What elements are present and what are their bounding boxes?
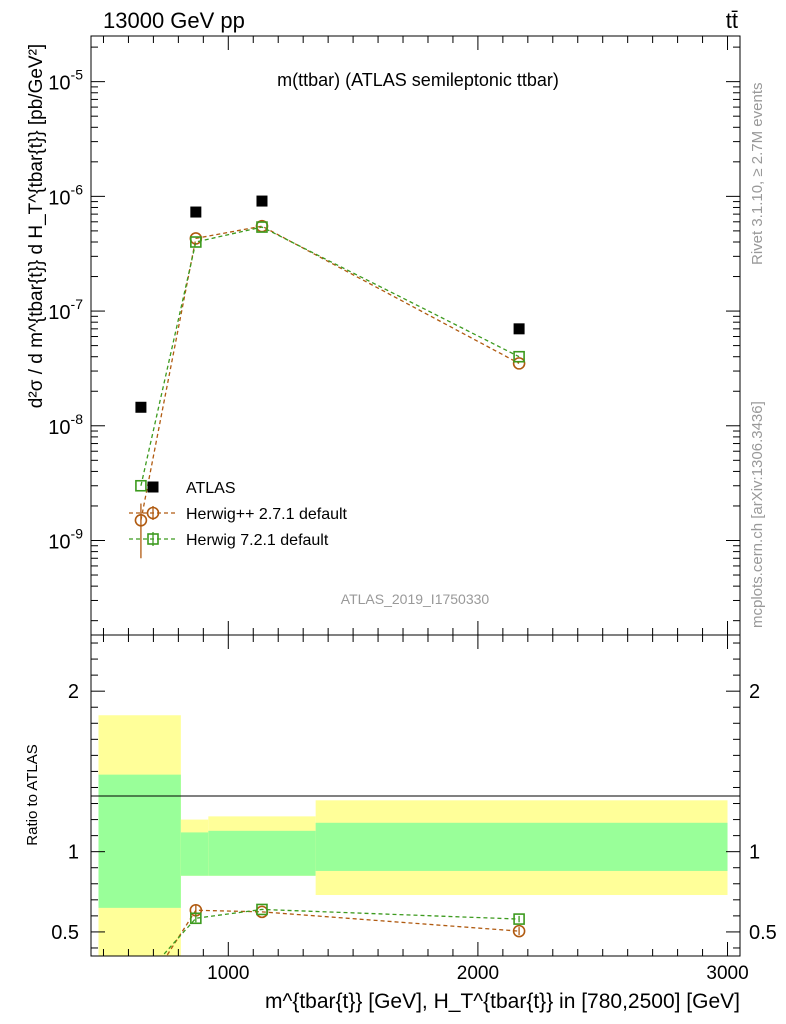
plot-title: m(ttbar) (ATLAS semileptonic ttbar) <box>277 70 559 90</box>
main-y-axis-label: d²σ / d m^{tbar{t}} d H_T^{tbar{t}} [pb/… <box>26 44 47 408</box>
atlas-point <box>190 206 202 218</box>
uncertainty-band-green <box>180 832 209 876</box>
herwig-2-7-1-default-ratio-line <box>165 909 520 956</box>
herwig-7-2-1-default-ratio-point <box>513 913 525 925</box>
y-tick-label: 10-8 <box>48 411 83 439</box>
uncertainty-band-green <box>315 822 728 871</box>
legend-label: ATLAS <box>186 480 236 497</box>
rivet-version-label: Rivet 3.1.10, ≥ 2.7M events <box>749 83 766 266</box>
herwig-2-7-1-default-ratio-point <box>512 924 526 938</box>
legend-marker <box>146 506 160 520</box>
herwig-7-2-1-default-ratio-point <box>256 903 268 916</box>
analysis-id-watermark: ATLAS_2019_I1750330 <box>341 591 490 607</box>
herwig-7-2-1-default-point <box>135 479 147 492</box>
ratio-y-tick-label: 2 <box>68 681 79 703</box>
main-plot-panel: 10-9 10-8 10-7 10-6 10-5 m(ttbar) (ATLAS sem… <box>26 35 741 636</box>
y-tick-label: 10-7 <box>48 296 83 324</box>
legend-label: Herwig 7.2.1 default <box>186 532 329 549</box>
herwig-7-2-1-default-point <box>256 221 268 233</box>
ratio-y-axis-label: Ratio to ATLAS <box>24 744 41 845</box>
atlas-point <box>135 401 147 413</box>
herwig-2-7-1-default-point <box>512 357 526 370</box>
ratio-y-tick-label: 1 <box>68 842 79 864</box>
herwig-2-7-1-default-line <box>140 225 520 521</box>
herwig-7-2-1-default-point <box>190 236 202 248</box>
y-tick-label: 10-9 <box>48 525 83 553</box>
mcplots-label: mcplots.cern.ch [arXiv:1306.3436] <box>749 401 766 628</box>
legend: ATLAS Herwig++ 2.7.1 default Herwig 7.2.1 … <box>129 480 348 549</box>
atlas-point <box>513 323 525 335</box>
ratio-y-tick-label-right: 0.5 <box>749 922 777 944</box>
y-tick-label: 10-6 <box>48 181 83 209</box>
x-axis-label: m^{tbar{t}} [GeV], H_T^{tbar{t}} in [780… <box>265 990 740 1013</box>
herwig-7-2-1-default-line <box>140 226 520 486</box>
ratio-y-tick-label-right: 2 <box>749 681 760 703</box>
legend-label: Herwig++ 2.7.1 default <box>186 506 348 523</box>
x-tick-label: 1000 <box>207 963 249 984</box>
legend-marker <box>147 481 159 493</box>
y-tick-label: 10-5 <box>48 67 83 95</box>
atlas-point <box>256 195 268 207</box>
process-label: tt̄ <box>726 8 738 33</box>
x-tick-label: 2000 <box>457 963 499 984</box>
herwig-7-2-1-default-point <box>513 350 525 363</box>
energy-label: 13000 GeV pp <box>103 8 245 33</box>
herwig-7-2-1-default-ratio-point <box>190 912 202 925</box>
uncertainty-band-green <box>98 774 181 908</box>
ratio-y-tick-label-right: 1 <box>749 842 760 864</box>
uncertainty-band-green <box>208 830 316 876</box>
ratio-y-tick-label: 0.5 <box>51 922 79 944</box>
herwig-2-7-1-default-point <box>134 513 148 527</box>
x-tick-label: 3000 <box>706 963 748 984</box>
legend-marker <box>147 533 159 545</box>
ratio-plot-frame <box>90 634 741 957</box>
